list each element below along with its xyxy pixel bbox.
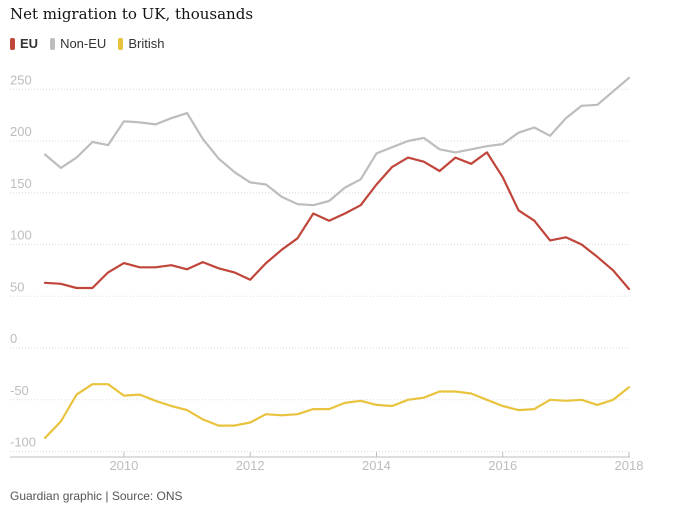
y-tick-label: 200 <box>10 124 32 139</box>
legend-swatch-eu <box>10 37 15 50</box>
legend-swatch-british <box>118 37 124 50</box>
chart-title: Net migration to UK, thousands <box>10 5 254 23</box>
x-tick-label: 2012 <box>236 458 265 473</box>
series-line-non-eu <box>43 76 631 207</box>
y-tick-label: 0 <box>10 331 17 346</box>
legend-label-non-eu: Non-EU <box>60 36 107 51</box>
y-tick-label: 250 <box>10 72 32 87</box>
source-note: Guardian graphic | Source: ONS <box>10 489 183 503</box>
y-tick-label: 150 <box>10 176 32 191</box>
legend-label-eu: EU <box>20 36 39 51</box>
legend-item-british: British <box>118 36 164 51</box>
y-tick-label: 50 <box>10 279 24 294</box>
y-tick-label: -50 <box>10 383 29 398</box>
chart-legend: EU Non-EU British <box>10 36 176 51</box>
x-tick-label: 2016 <box>488 458 517 473</box>
x-tick-label: 2018 <box>615 458 644 473</box>
x-tick-label: 2014 <box>362 458 391 473</box>
legend-swatch-non-eu <box>50 37 56 50</box>
y-tick-label: -100 <box>10 435 36 450</box>
y-tick-label: 100 <box>10 228 32 243</box>
legend-label-british: British <box>128 36 165 51</box>
x-tick-label: 2010 <box>109 458 138 473</box>
legend-item-non-eu: Non-EU <box>50 36 106 51</box>
series-line-british <box>43 383 631 440</box>
series-line-eu <box>43 151 631 291</box>
legend-item-eu: EU <box>10 36 38 51</box>
